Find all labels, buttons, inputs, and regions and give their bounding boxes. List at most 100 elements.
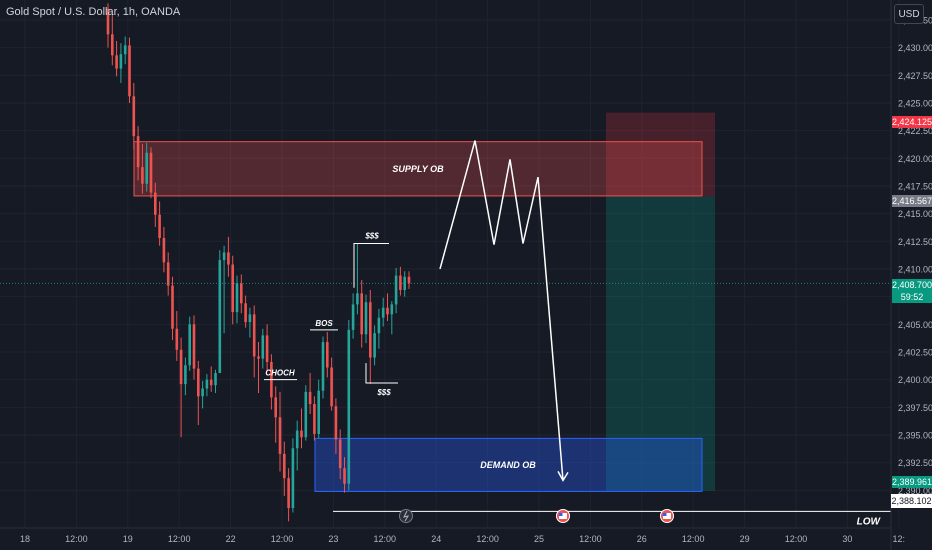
candle-body: [240, 283, 243, 304]
low-label: LOW: [857, 516, 882, 527]
demand-zone-label: DEMAND OB: [480, 460, 536, 470]
candle-body: [326, 342, 329, 368]
supply-zone: [133, 141, 703, 197]
candle-body: [347, 329, 351, 484]
liquidity-low-line: [365, 363, 398, 384]
x-tick-label: 12:00: [65, 534, 88, 544]
entry-price-tag: 2,416.567: [892, 195, 932, 207]
candle-body: [390, 304, 394, 315]
chart-title: Gold Spot / U.S. Dollar, 1h, OANDA: [6, 6, 181, 18]
us-flag-event-icon: [556, 509, 570, 523]
y-tick-label: 2,422.500: [898, 126, 932, 136]
candle-body: [386, 307, 389, 315]
candle-body: [261, 335, 265, 359]
candle-body: [373, 333, 376, 358]
candle-body: [257, 356, 260, 359]
candle-body: [360, 293, 363, 335]
candle-body: [158, 214, 161, 238]
candle-body: [166, 262, 170, 286]
candle-body: [154, 192, 157, 215]
candle-body: [399, 275, 402, 291]
candle-body: [188, 324, 191, 366]
candle-body: [377, 317, 381, 334]
candle-body: [175, 328, 179, 350]
y-tick-label: 2,417.500: [898, 181, 932, 191]
candle-body: [214, 373, 217, 386]
demand-zone: [314, 437, 703, 492]
candle-body: [179, 349, 183, 385]
y-tick-label: 2,402.500: [898, 348, 932, 358]
y-tick-label: 2,415.000: [898, 209, 932, 219]
candle-body: [283, 453, 286, 479]
x-tick-label: 12:00: [271, 534, 294, 544]
candle-body: [304, 391, 308, 438]
candle-body: [145, 152, 148, 184]
candle-body: [235, 283, 239, 313]
candle-body: [149, 152, 153, 193]
candle-body: [141, 167, 144, 184]
candle-body: [128, 45, 131, 97]
candle-body: [222, 252, 226, 261]
x-tick-label: 12:00: [579, 534, 602, 544]
candle-body: [407, 276, 411, 284]
y-tick-label: 2,420.000: [898, 154, 932, 164]
candle-body: [308, 391, 312, 405]
candle-body: [317, 390, 320, 434]
candle-body: [136, 136, 140, 168]
y-tick-label: 2,400.000: [898, 375, 932, 385]
currency-button[interactable]: USD: [894, 4, 924, 24]
annotations: SUPPLY OB DEMAND OB LOW CHOCH BOS $$$ $$$: [0, 140, 891, 527]
y-tick-label: 2,392.500: [898, 458, 932, 468]
x-tick-label: 22: [226, 534, 236, 544]
candle-body: [394, 275, 398, 305]
candle-body: [300, 430, 303, 438]
x-tick-label: 19: [123, 534, 133, 544]
candle-body: [287, 478, 290, 509]
take-profit-zone: [606, 196, 715, 491]
y-tick-label: 2,430.000: [898, 43, 932, 53]
y-tick-label: 2,405.000: [898, 320, 932, 330]
candle-body: [197, 368, 200, 397]
x-tick-label: 30: [842, 534, 852, 544]
liquidity-high-label: $$$: [364, 232, 379, 241]
x-tick-label: 25: [534, 534, 544, 544]
target-price-tag: 2,389.961: [892, 476, 932, 488]
countdown-timer: 59:52: [900, 292, 924, 302]
candle-body: [274, 397, 277, 418]
supply-zone-label: SUPPLY OB: [392, 164, 444, 174]
zones: [133, 112, 715, 492]
stop-price-tag: 2,424.125: [892, 116, 932, 128]
candle-body: [171, 285, 174, 329]
candle-body: [343, 468, 346, 484]
candle-body: [201, 388, 204, 397]
x-tick-label: 12:00: [476, 534, 499, 544]
flag-canton: [663, 513, 667, 516]
liquidity-high-line: [353, 243, 389, 288]
flag-canton: [559, 513, 563, 516]
candle-body: [338, 439, 342, 469]
y-tick-label: 2,397.500: [898, 403, 932, 413]
candle-body: [227, 252, 230, 265]
x-tick-label: 12:00: [785, 534, 808, 544]
candle-body: [192, 324, 196, 369]
x-tick-label: 12:00: [168, 534, 191, 544]
projected-path: [439, 140, 564, 481]
y-tick-label: 2,412.500: [898, 237, 932, 247]
candle-body: [132, 96, 136, 137]
current-price-value: 2,408.700: [892, 280, 932, 290]
candles: [106, 3, 411, 522]
grid: [0, 0, 900, 528]
candle-body: [111, 34, 114, 56]
x-tick-label: 23: [328, 534, 338, 544]
lightning-event-icon: [399, 509, 413, 523]
bos-label: BOS: [315, 319, 333, 328]
candle-body: [403, 276, 406, 291]
candle-body: [369, 302, 372, 358]
candle-body: [356, 293, 359, 305]
choch-label: CHOCH: [265, 369, 295, 378]
low-price-tag: 2,388.102: [891, 494, 932, 508]
candle-body: [321, 342, 325, 391]
lightning-bolt: [403, 510, 410, 522]
candle-body: [291, 448, 295, 509]
